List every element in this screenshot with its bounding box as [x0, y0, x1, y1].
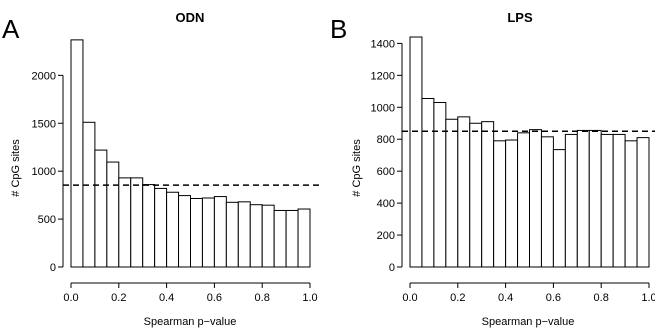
y-tick-label: 600 — [377, 166, 395, 178]
histogram-bar — [285, 209, 299, 268]
histogram-bar — [225, 201, 239, 268]
histogram-bar — [154, 187, 168, 268]
histogram-bar — [600, 133, 614, 268]
y-tick-label: 200 — [377, 230, 395, 242]
chart-title: ODN — [176, 10, 205, 25]
histogram-bar — [493, 140, 507, 268]
x-tick-label: 0.4 — [159, 292, 174, 304]
x-tick-label: 0.0 — [402, 292, 417, 304]
histogram-bar — [190, 197, 203, 268]
y-tick-label: 1400 — [371, 38, 395, 50]
histogram-bar — [457, 116, 471, 268]
histogram-bar — [540, 136, 554, 268]
histogram-bar — [94, 149, 108, 268]
histogram-bar — [529, 129, 542, 268]
histogram-bar — [249, 204, 263, 268]
x-tick-label: 0.8 — [594, 292, 609, 304]
x-axis: 0.0 0.2 0.4 0.6 0.8 1.0 — [63, 282, 318, 304]
y-tick-label: 1500 — [32, 118, 56, 130]
bar-group — [409, 36, 650, 268]
histogram-bar — [564, 133, 578, 268]
histogram-bar — [421, 97, 435, 268]
histogram-bar — [70, 39, 84, 268]
panel-a: A ODN 0 500 1000 1500 2000 0.0 0.2 0.4 0.6 0.8 1.… — [2, 10, 322, 328]
x-axis-label: Spearman p−value — [482, 316, 575, 328]
histogram-bar — [130, 177, 144, 268]
histogram-bar — [409, 36, 423, 268]
histogram-bar — [636, 137, 650, 268]
y-tick-label: 1000 — [371, 102, 395, 114]
y-axis-label: # CpG sites — [10, 139, 22, 197]
x-tick-label: 0.2 — [111, 292, 126, 304]
histogram-bar — [273, 209, 287, 268]
histogram-bar — [624, 140, 638, 268]
histogram-bar — [576, 129, 590, 268]
bar-group — [70, 39, 311, 268]
y-tick-label: 0 — [50, 262, 56, 274]
y-tick-label: 1000 — [32, 166, 56, 178]
x-tick-label: 0.0 — [63, 292, 78, 304]
x-axis: 0.0 0.2 0.4 0.6 0.8 1.0 — [402, 282, 655, 304]
x-tick-label: 1.0 — [641, 292, 655, 304]
histogram-bar — [142, 184, 156, 268]
histogram-bar — [588, 129, 602, 268]
x-tick-label: 0.2 — [450, 292, 465, 304]
y-axis-label: # CpG sites — [351, 139, 363, 197]
histogram-bar — [517, 132, 530, 268]
histogram-bar — [166, 191, 180, 268]
y-tick-label: 0 — [389, 262, 395, 274]
histogram-bar — [469, 122, 483, 268]
y-tick-label: 500 — [38, 214, 56, 226]
histogram-bar — [118, 177, 132, 268]
y-tick-label: 2000 — [32, 70, 56, 82]
y-axis: 0 200 400 600 800 1000 1200 1400 — [371, 38, 403, 274]
histogram-bar — [552, 149, 566, 268]
x-axis-label: Spearman p−value — [144, 316, 237, 328]
histogram-bar — [612, 133, 626, 268]
histogram-bar — [445, 118, 459, 268]
histogram-bar — [297, 208, 311, 268]
histogram-bar — [237, 201, 251, 268]
histogram-bar — [505, 139, 519, 268]
panel-label: B — [330, 14, 347, 44]
histogram-bar — [178, 195, 192, 268]
histogram-bar — [213, 196, 227, 268]
histogram-bar — [106, 161, 120, 268]
x-tick-label: 0.6 — [546, 292, 561, 304]
y-axis: 0 500 1000 1500 2000 — [32, 70, 64, 274]
panel-label: A — [2, 14, 20, 44]
histogram-bar — [261, 204, 275, 268]
histogram-bar — [481, 121, 495, 268]
x-tick-label: 1.0 — [302, 292, 317, 304]
histogram-bar — [433, 101, 447, 268]
histogram-bar — [201, 197, 215, 268]
y-tick-label: 800 — [377, 134, 395, 146]
y-tick-label: 1200 — [371, 70, 395, 82]
histogram-bar — [82, 121, 96, 268]
y-tick-label: 400 — [377, 198, 395, 210]
x-tick-label: 0.4 — [498, 292, 513, 304]
x-tick-label: 0.6 — [207, 292, 222, 304]
chart-title: LPS — [507, 10, 533, 25]
x-tick-label: 0.8 — [255, 292, 270, 304]
